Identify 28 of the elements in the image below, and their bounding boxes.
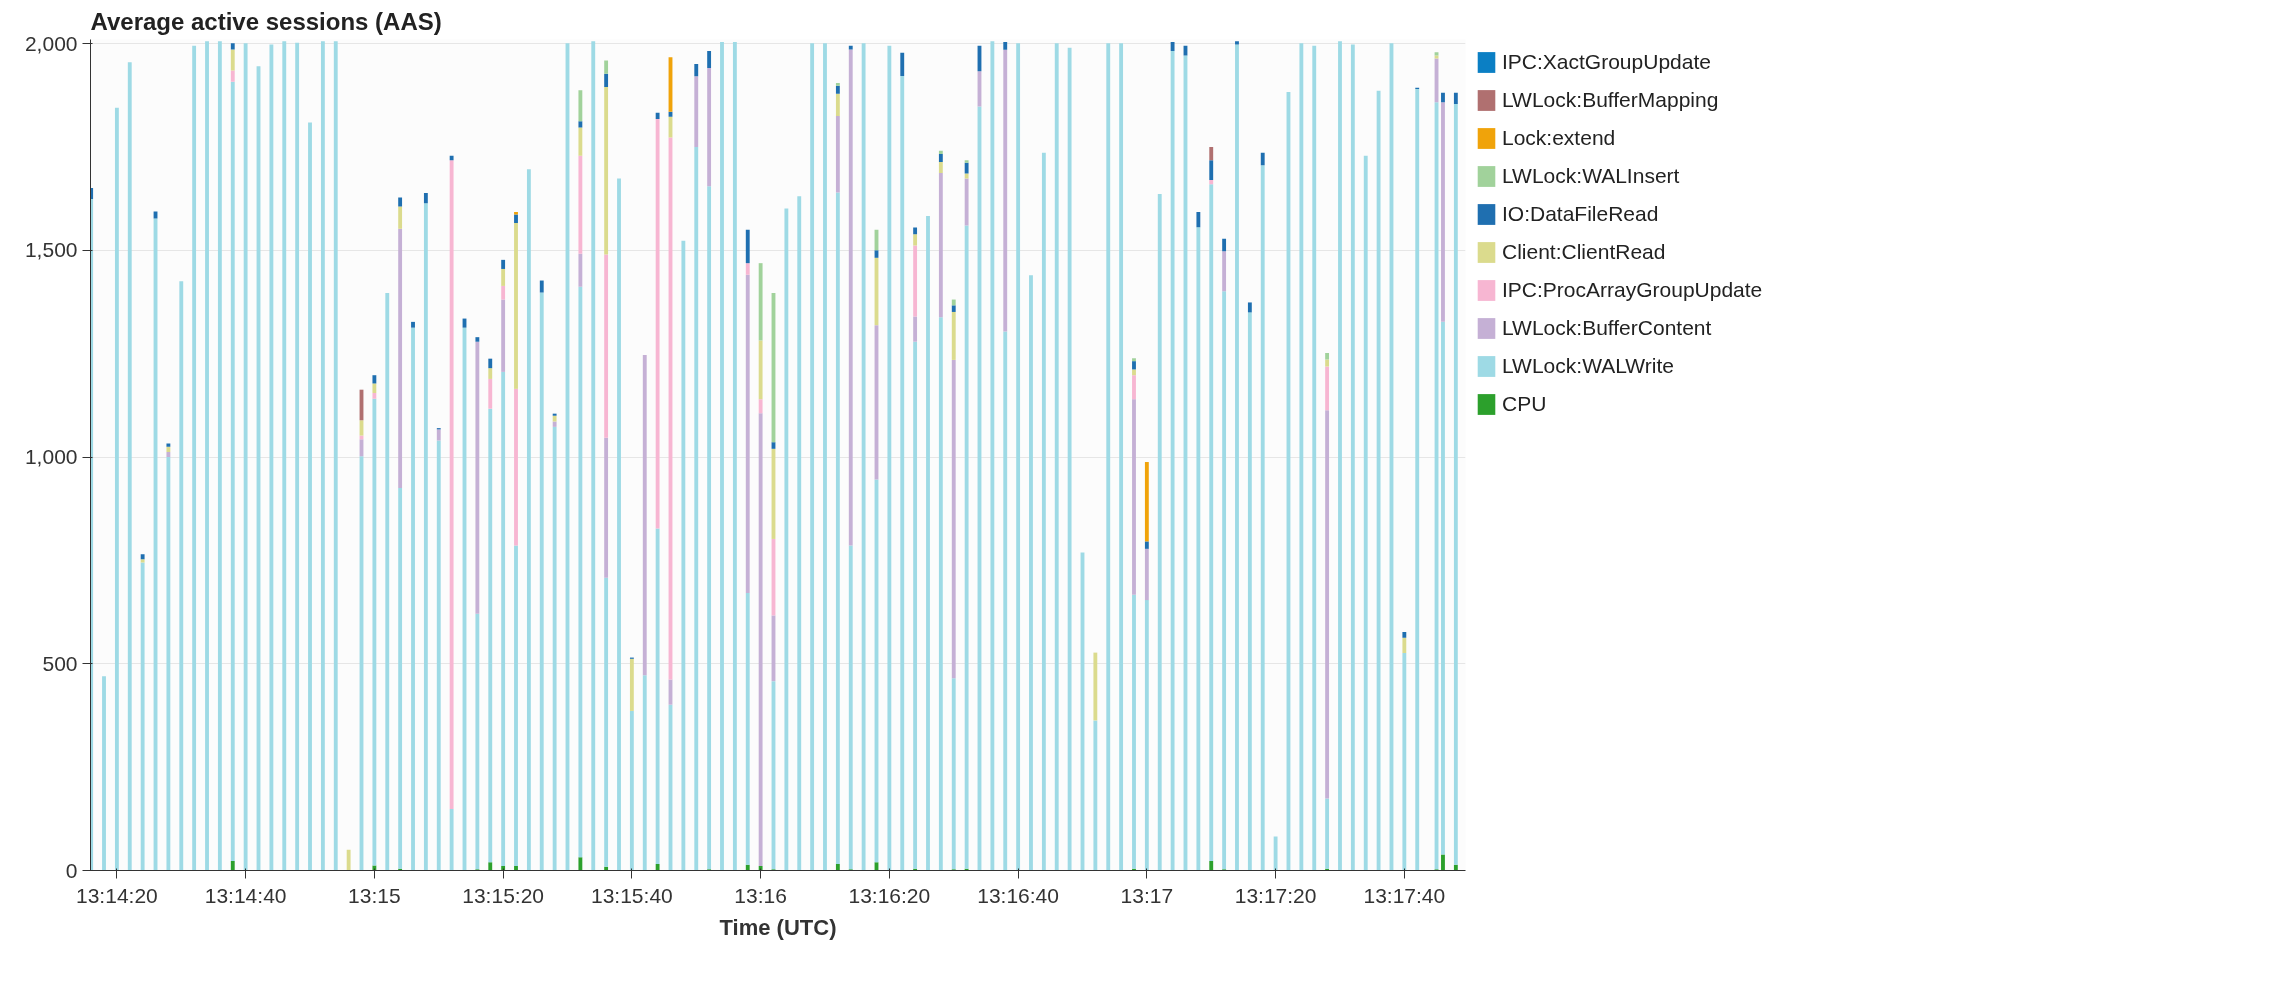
legend-label: Lock:extend [1502, 126, 1616, 150]
x-tick-label: 13:15:40 [591, 883, 673, 907]
x-tick-label: 13:17 [1120, 883, 1174, 907]
x-tick-label: 13:16:20 [848, 883, 931, 907]
y-tick-label: 1,000 [24, 445, 78, 469]
x-tick-label: 13:15:20 [462, 883, 545, 907]
x-tick-label: 13:17:40 [1363, 883, 1446, 907]
y-tick-label: 1,500 [24, 238, 78, 262]
legend-label: LWLock:WALInsert [1502, 164, 1680, 188]
legend-label: IPC:ProcArrayGroupUpdate [1502, 278, 1763, 302]
x-tick-label: 13:14:40 [204, 883, 287, 907]
y-tick-label: 500 [42, 651, 78, 675]
legend-label: LWLock:WALWrite [1502, 354, 1674, 378]
x-tick-label: 13:15 [348, 883, 401, 907]
x-tick-label: 13:17:20 [1234, 883, 1317, 907]
legend-label: CPU [1502, 392, 1547, 416]
x-tick-label: 13:16:40 [977, 883, 1059, 907]
legend-label: LWLock:BufferContent [1502, 316, 1712, 340]
chart-title: Average active sessions (AAS) [90, 7, 442, 35]
x-tick-label: 13:16 [734, 883, 787, 907]
x-axis-title: Time (UTC) [719, 914, 837, 940]
y-tick-label: 0 [65, 858, 78, 882]
legend-label: LWLock:BufferMapping [1502, 88, 1719, 112]
legend-label: IPC:XactGroupUpdate [1502, 50, 1711, 74]
x-tick-label: 13:14:20 [76, 883, 158, 907]
legend-label: IO:DataFileRead [1502, 202, 1659, 226]
y-tick-label: 2,000 [24, 31, 78, 55]
legend-label: Client:ClientRead [1502, 240, 1666, 264]
